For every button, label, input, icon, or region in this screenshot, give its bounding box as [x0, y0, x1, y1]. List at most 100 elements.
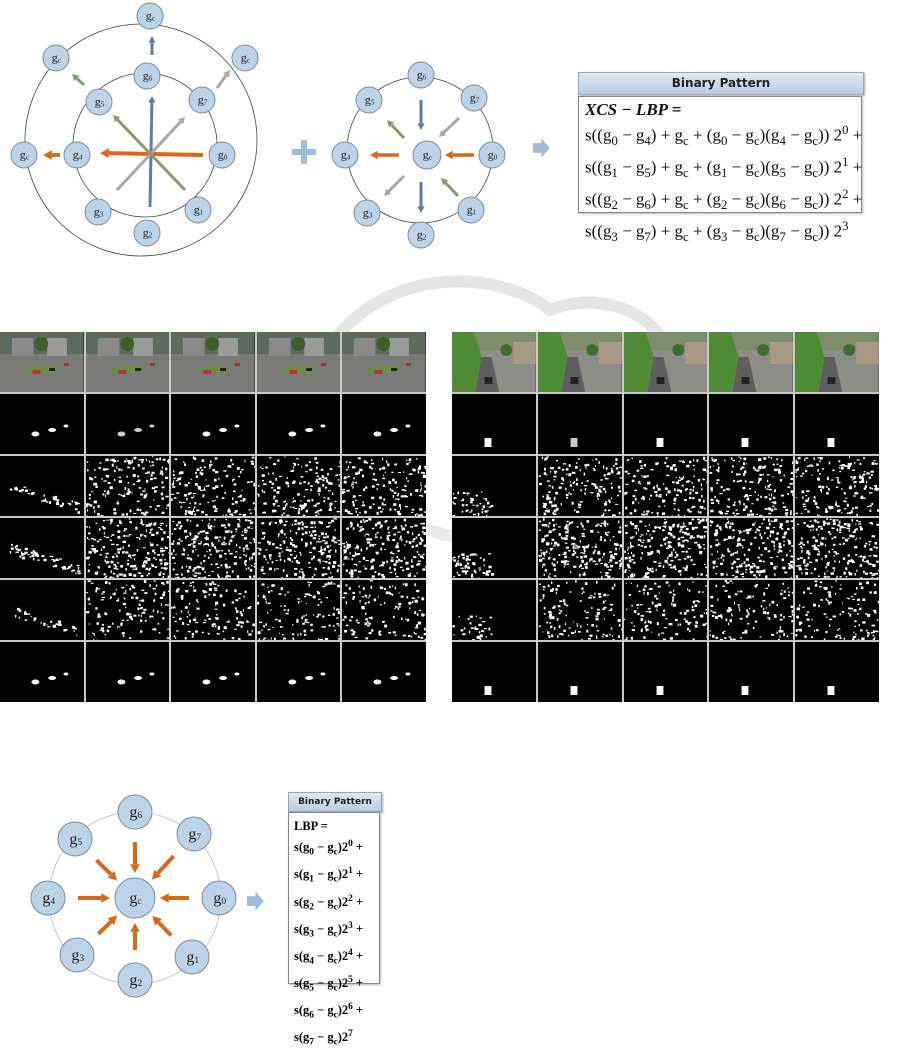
foreground-pixel — [151, 563, 152, 565]
foreground-pixel — [127, 467, 129, 469]
foreground-pixel — [780, 619, 783, 621]
foreground-pixel — [596, 635, 597, 637]
foreground-pixel — [303, 630, 305, 633]
foreground-pixel — [829, 624, 830, 627]
foreground-pixel — [190, 558, 191, 560]
input-frame-cell — [795, 332, 879, 392]
foreground-pixel — [202, 632, 204, 634]
foreground-pixel — [706, 636, 708, 638]
foreground-pixel — [425, 566, 426, 567]
foreground-pixel — [797, 558, 799, 560]
foreground-pixel — [328, 615, 331, 616]
foreground-pixel — [779, 546, 782, 549]
foreground-pixel — [176, 574, 179, 576]
foreground-pixel — [223, 524, 226, 526]
foreground-pixel — [745, 480, 747, 482]
foreground-mask-b-cell — [86, 518, 170, 578]
foreground-pixel — [11, 548, 14, 550]
foreground-pixel — [257, 595, 258, 597]
tree — [672, 344, 684, 356]
foreground-pixel — [710, 525, 712, 526]
foreground-pixel — [706, 612, 707, 614]
foreground-pixel — [165, 468, 167, 471]
foreground-pixel — [551, 505, 553, 508]
foreground-pixel — [139, 608, 142, 609]
foreground-pixel — [316, 511, 318, 513]
foreground-pixel — [869, 555, 872, 556]
foreground-pixel — [33, 552, 36, 555]
foreground-pixel — [395, 498, 397, 499]
arrow-shaft — [158, 922, 171, 935]
foreground-pixel — [665, 618, 667, 619]
foreground-pixel — [760, 474, 763, 476]
foreground-pixel — [677, 489, 680, 491]
arrow-head — [130, 923, 140, 932]
foreground-pixel — [646, 510, 649, 512]
foreground-pixel — [539, 483, 542, 485]
node: g6 — [408, 62, 434, 88]
foreground-pixel — [550, 626, 552, 629]
node: gc — [413, 141, 441, 169]
foreground-pixel — [158, 527, 161, 528]
foreground-pixel — [676, 554, 678, 557]
foreground-pixel — [696, 535, 699, 538]
foreground-pixel — [203, 622, 206, 623]
foreground-pixel — [833, 616, 836, 618]
foreground-pixel — [812, 545, 815, 547]
foreground-pixel — [365, 595, 368, 597]
foreground-pixel — [280, 606, 282, 607]
foreground-pixel — [597, 493, 599, 495]
foreground-pixel — [827, 563, 830, 566]
foreground-pixel — [293, 467, 294, 469]
foreground-mask-a-cell — [624, 456, 708, 516]
foreground-pixel — [25, 619, 27, 621]
foreground-pixel — [829, 462, 830, 465]
foreground-pixel — [267, 562, 268, 564]
foreground-pixel — [235, 551, 237, 552]
foreground-pixel — [866, 581, 869, 584]
foreground-pixel — [173, 474, 175, 476]
foreground-pixel — [826, 486, 828, 487]
foreground-pixel — [337, 585, 340, 588]
foreground-pixel — [383, 485, 385, 488]
foreground-pixel — [875, 463, 878, 465]
foreground-pixel — [310, 489, 311, 492]
foreground-pixel — [303, 615, 305, 616]
foreground-pixel — [608, 569, 611, 571]
foreground-pixel — [766, 607, 767, 609]
foreground-pixel — [796, 497, 797, 498]
foreground-pixel — [91, 491, 92, 492]
foreground-pixel — [110, 536, 111, 537]
foreground-pixel — [121, 632, 124, 634]
foreground-pixel — [314, 568, 316, 571]
foreground-pixel — [372, 459, 373, 461]
foreground-pixel — [693, 476, 694, 478]
foreground-pixel — [791, 556, 793, 558]
foreground-pixel — [305, 531, 308, 534]
foreground-pixel — [132, 474, 135, 477]
foreground-pixel — [725, 580, 727, 582]
foreground-pixel — [359, 586, 360, 588]
foreground-pixel — [611, 483, 612, 485]
foreground-pixel — [10, 488, 11, 490]
foreground-pixel — [215, 625, 217, 627]
foreground-pixel — [157, 623, 159, 625]
foreground-pixel — [805, 572, 808, 575]
foreground-pixel — [209, 583, 212, 586]
foreground-pixel — [160, 528, 161, 530]
foreground-pixel — [604, 521, 606, 524]
foreground-pixel — [78, 573, 80, 574]
foreground-pixel — [116, 575, 118, 578]
foreground-pixel — [112, 593, 115, 594]
foreground-mask-a — [86, 456, 170, 516]
foreground-pixel — [180, 525, 183, 527]
foreground-pixel — [734, 536, 735, 538]
foreground-pixel — [104, 634, 106, 635]
foreground-pixel — [792, 545, 794, 547]
foreground-pixel — [300, 476, 303, 478]
foreground-pixel — [662, 614, 665, 617]
foreground-pixel — [280, 559, 282, 561]
blob — [742, 686, 749, 695]
foreground-pixel — [629, 512, 632, 514]
foreground-pixel — [383, 478, 386, 480]
